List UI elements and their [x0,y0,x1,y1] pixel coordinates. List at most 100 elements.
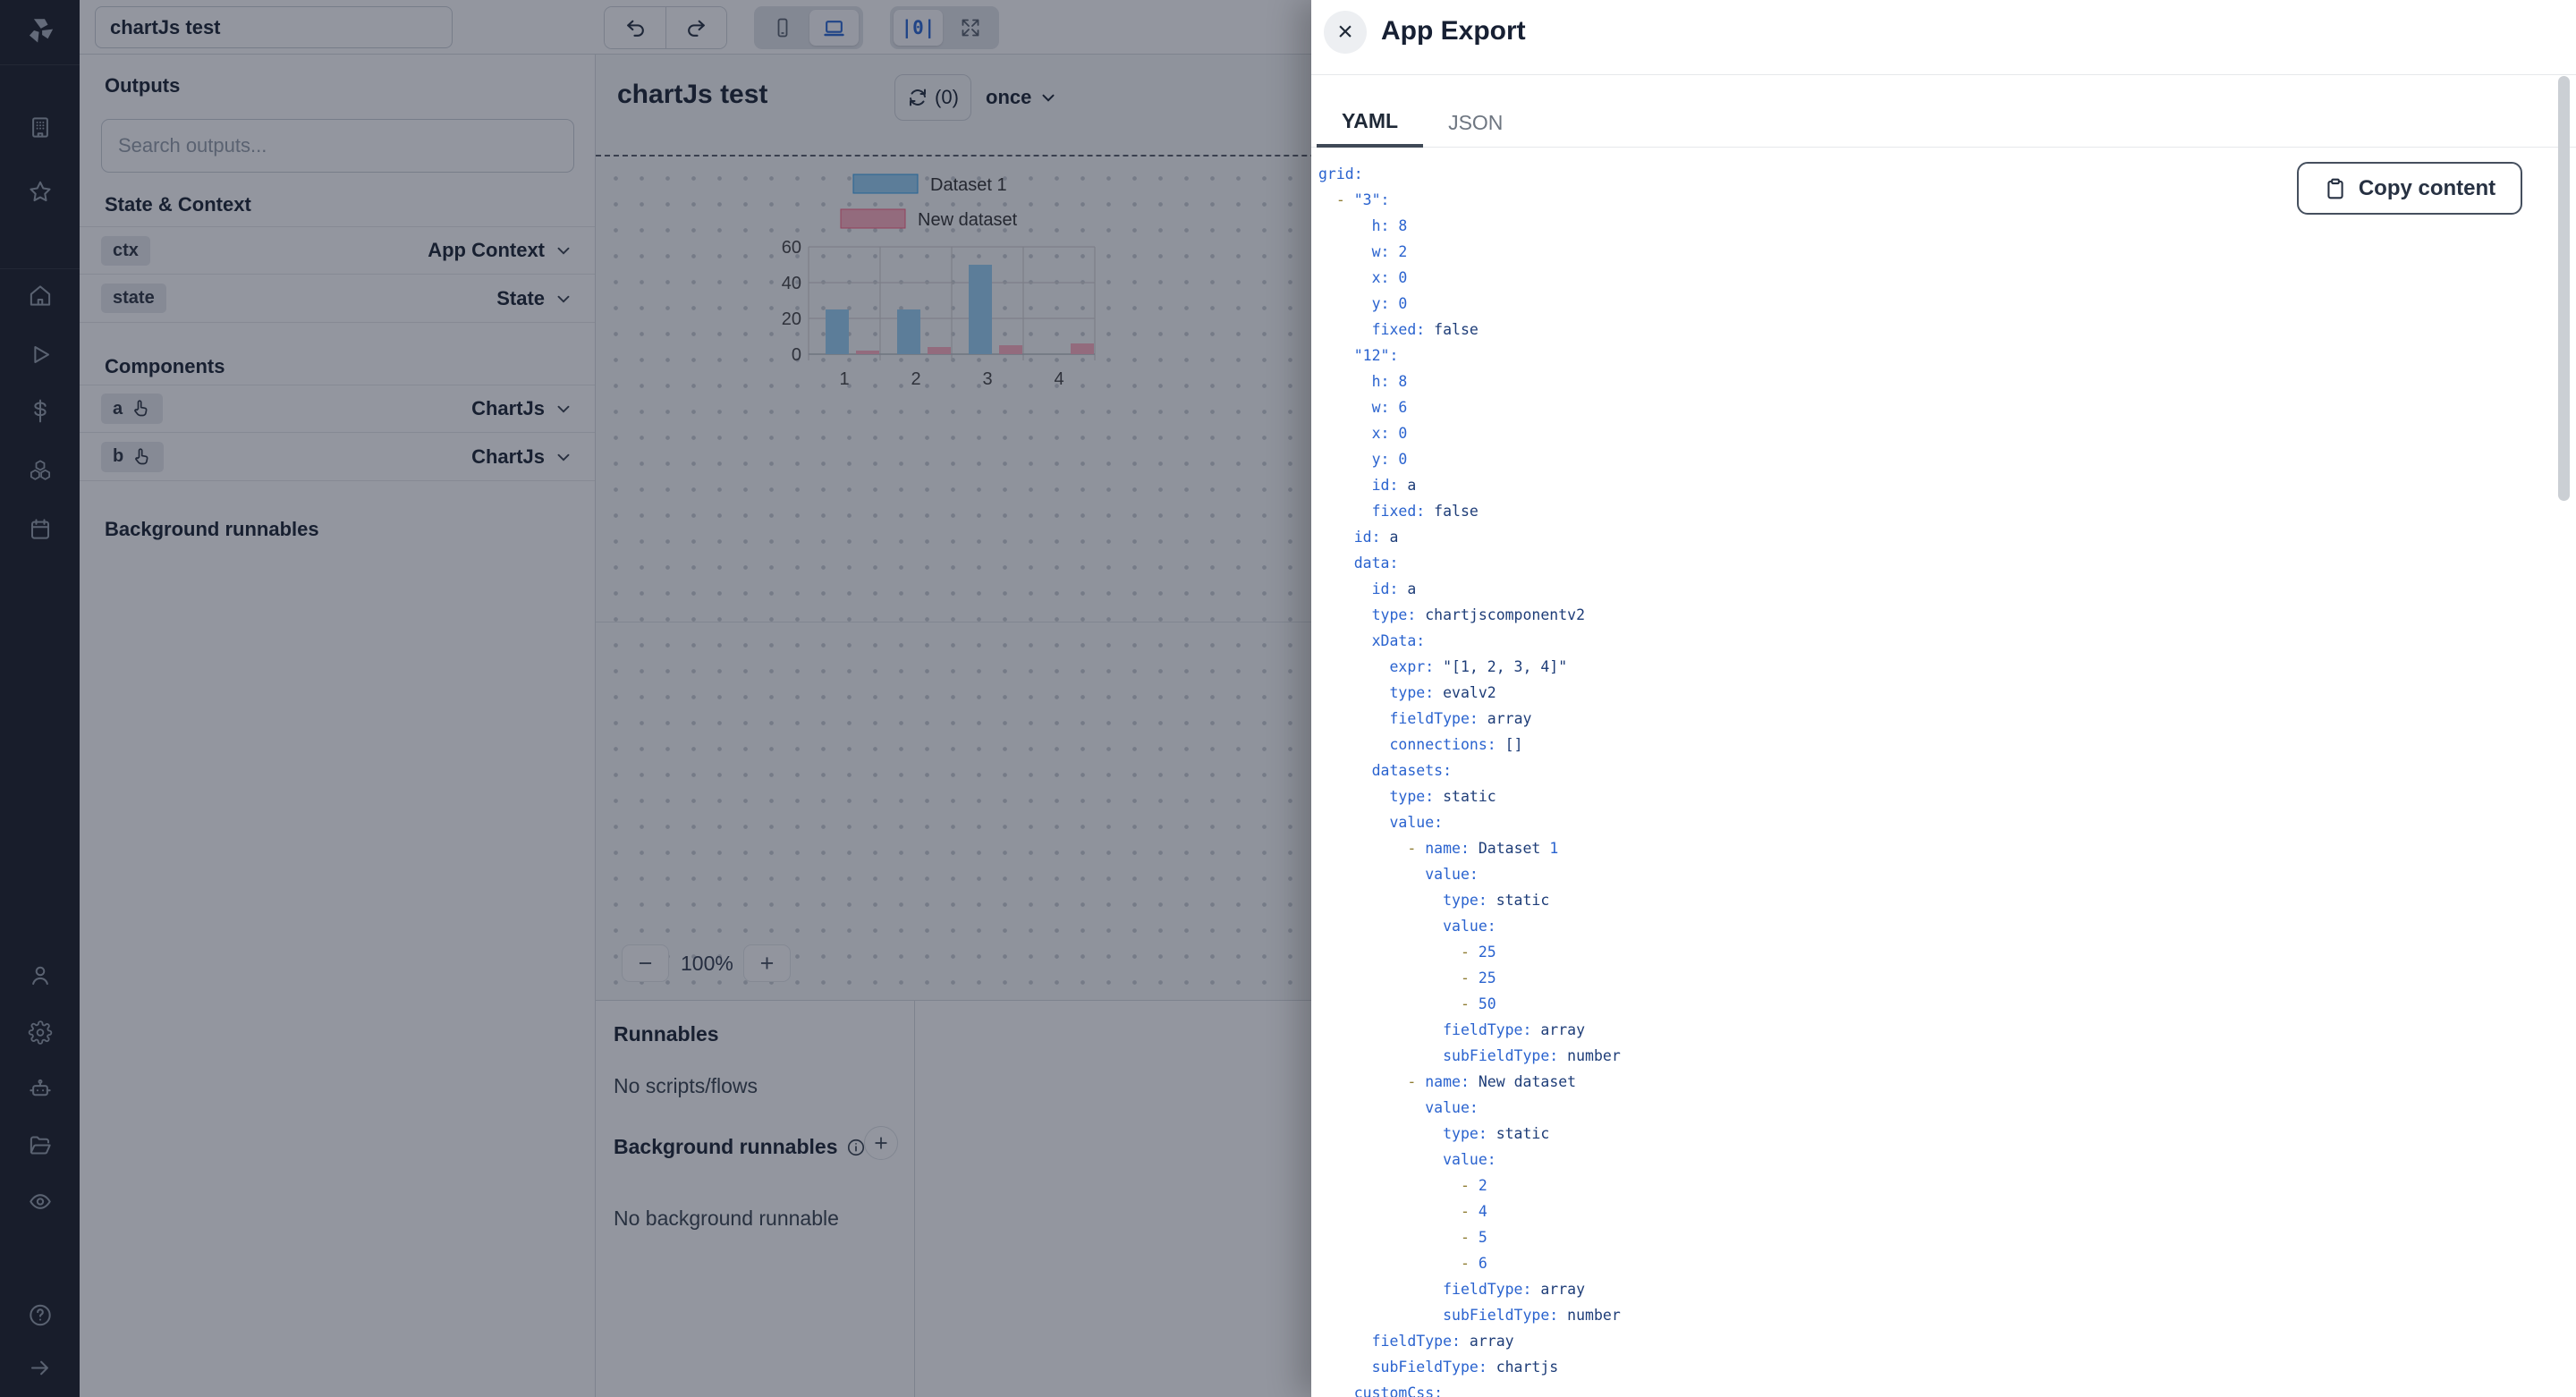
state-type-label: State [496,286,545,309]
sidebar-rail [0,0,80,1397]
redo-icon [688,20,705,37]
state-context-title: State & Context [105,193,251,216]
copy-content-label: Copy content [2358,175,2496,200]
fullscreen-button[interactable] [945,10,995,46]
collapse-arrow-right-icon[interactable] [28,1356,52,1380]
chevron-down-icon [1042,94,1055,102]
tab-json[interactable]: JSON [1423,98,1528,148]
plus-icon [875,1137,887,1149]
component-row-a[interactable]: a ChartJs [80,385,595,433]
component-row-b[interactable]: b ChartJs [80,433,595,481]
rail-divider [0,64,80,65]
app-export-drawer: × App Export YAML JSON Copy content grid… [1311,0,2576,1397]
undo-button[interactable] [605,7,665,48]
audit-eye-icon[interactable] [28,1190,52,1214]
chartjs-component[interactable]: Dataset 1 New dataset 0 20 40 60 1 2 3 4 [771,162,1147,421]
desktop-view-button[interactable] [809,10,859,46]
runs-play-icon[interactable] [28,343,52,367]
background-runnables-label: Background runnables [614,1135,838,1158]
laptop-icon [824,20,844,36]
ctx-badge: ctx [101,235,150,266]
component-a-type-label: ChartJs [471,397,545,419]
close-button[interactable]: × [1324,11,1367,54]
svg-text:1: 1 [839,369,849,389]
chevron-down-icon[interactable] [554,241,573,260]
component-a-id: a [113,398,123,419]
smartphone-icon [777,18,787,38]
runnables-list: Runnables No scripts/flows Background ru… [596,1001,915,1397]
zoom-in-button[interactable]: + [743,944,791,982]
info-icon[interactable] [846,1138,866,1157]
redo-button[interactable] [665,7,726,48]
chevron-down-icon[interactable] [554,289,573,309]
resources-boxes-icon[interactable] [28,458,52,482]
svg-text:2: 2 [911,369,920,389]
refresh-mode-select[interactable]: once [986,74,1058,121]
hand-pointer-icon [134,400,148,417]
layout-toggle-group: |0| [890,6,999,49]
svg-text:4: 4 [1054,369,1063,389]
svg-text:0: 0 [792,345,801,365]
schedules-calendar-icon[interactable] [28,517,52,541]
runnables-empty-label: No scripts/flows [614,1074,758,1097]
search-outputs-input[interactable] [101,119,574,173]
component-a-badge: a [101,394,164,424]
expand-icon [962,19,979,37]
user-icon[interactable] [28,963,52,987]
output-row-ctx[interactable]: ctx App Context [80,226,595,275]
help-circle-icon[interactable] [28,1303,52,1327]
refresh-icon [910,89,927,106]
clipboard-icon [2327,178,2343,199]
mobile-view-button[interactable] [758,10,807,46]
tab-yaml[interactable]: YAML [1317,98,1424,148]
outputs-title: Outputs [105,74,181,97]
folders-icon[interactable] [28,1133,52,1157]
home-icon[interactable] [28,284,52,308]
svg-text:60: 60 [782,238,801,258]
chevron-down-icon[interactable] [554,447,573,467]
export-tabs: YAML JSON [1311,98,2576,148]
svg-text:3: 3 [982,369,992,389]
refresh-button[interactable]: (0) [894,74,971,121]
app-name-input[interactable] [95,6,453,48]
workspace-building-icon[interactable] [28,115,52,140]
drawer-header-divider [1311,74,2576,75]
drawer-title: App Export [1381,16,1526,46]
favorites-star-icon[interactable] [28,180,52,204]
zoom-level-label: 100% [681,952,733,975]
settings-gear-icon[interactable] [28,1020,52,1045]
windmill-logo-icon[interactable] [25,15,55,46]
add-background-runnable-button[interactable] [864,1126,898,1160]
device-toggle-group [754,6,863,49]
copy-content-button[interactable]: Copy content [2297,162,2522,215]
chevron-down-icon[interactable] [554,399,573,419]
modal-backdrop[interactable] [0,0,1311,1397]
svg-text:New dataset: New dataset [918,210,1018,230]
component-b-badge: b [101,441,165,472]
background-runnables-title: Background runnables [105,518,319,540]
canvas-app-title: chartJs test [617,80,768,109]
workers-robot-icon[interactable] [28,1077,52,1101]
rail-divider [0,268,80,269]
refresh-count: (0) [935,86,959,108]
undo-icon [626,20,644,37]
distribute-center-icon: |0| [901,17,936,38]
background-empty-label: No background runnable [614,1206,839,1230]
components-title: Components [105,355,225,377]
distribute-center-button[interactable]: |0| [894,10,943,46]
background-runnables-header: Background runnables [614,1135,866,1159]
variables-dollar-icon[interactable] [28,399,52,423]
output-row-state[interactable]: state State [80,275,595,323]
svg-text:20: 20 [782,309,801,329]
yaml-code[interactable]: grid: - "3": h: 8 w: 2 x: 0 y: 0 fixed: … [1318,165,1621,1397]
zoom-out-button[interactable]: − [622,944,669,982]
refresh-mode-label: once [986,86,1032,108]
svg-text:40: 40 [782,274,801,293]
ctx-type-label: App Context [428,239,545,261]
outputs-panel: Outputs State & Context ctx App Context … [80,55,596,1397]
undo-redo-group [604,6,727,49]
drawer-scrollbar[interactable] [2558,76,2570,501]
hand-pointer-icon [135,447,148,464]
component-b-id: b [113,446,124,466]
